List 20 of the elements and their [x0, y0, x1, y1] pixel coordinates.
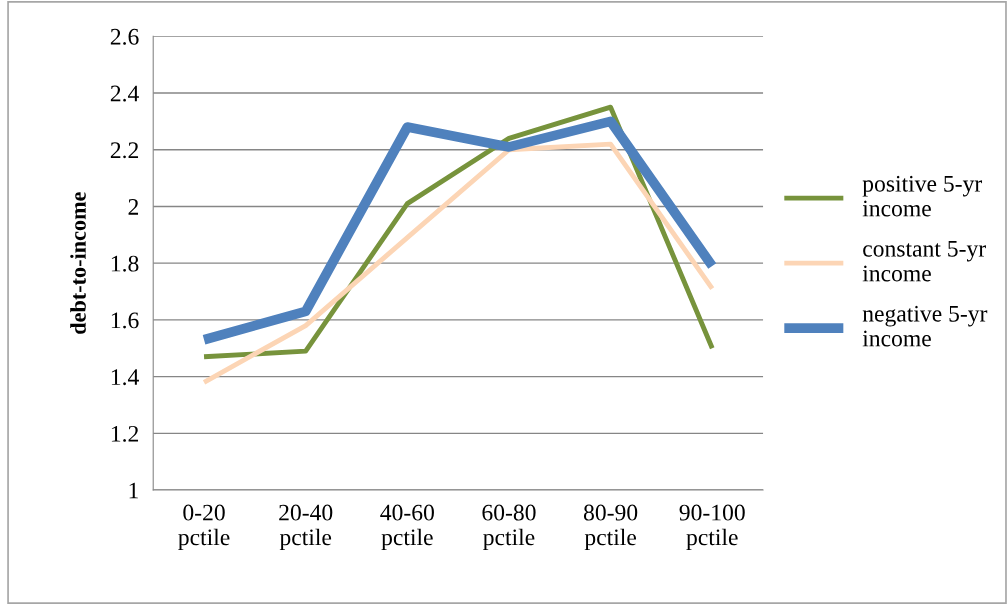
y-tick-label: 1 [129, 482, 138, 499]
x-tick-label: 60-80 pctile [482, 504, 536, 551]
y-tick-label: 2.6 [110, 28, 139, 45]
y-axis-title: debt-to-income [70, 192, 86, 334]
legend-label: constant 5-yr income [862, 240, 986, 282]
x-tick-label: 90-100 pctile [679, 504, 745, 551]
x-tick-label: 0-20 pctile [178, 504, 230, 551]
x-tick-label: 40-60 pctile [380, 504, 434, 551]
y-tick-label: 1.6 [111, 312, 139, 329]
y-tick-label: 2.4 [110, 85, 139, 102]
y-tick-label: 1.2 [111, 425, 139, 442]
line-series [201, 141, 715, 385]
y-tick-label: 2 [128, 199, 139, 215]
y-tick-label: 1.8 [111, 255, 139, 272]
y-tick-label: 2.2 [110, 142, 139, 159]
y-tick-label: 1.4 [111, 369, 139, 386]
x-tick-label: 80-90 pctile [583, 504, 638, 551]
legend-label: negative 5-yr income [862, 305, 988, 347]
legend-label: positive 5-yr income [862, 175, 983, 217]
x-tick-label: 20-40 pctile [279, 504, 333, 551]
